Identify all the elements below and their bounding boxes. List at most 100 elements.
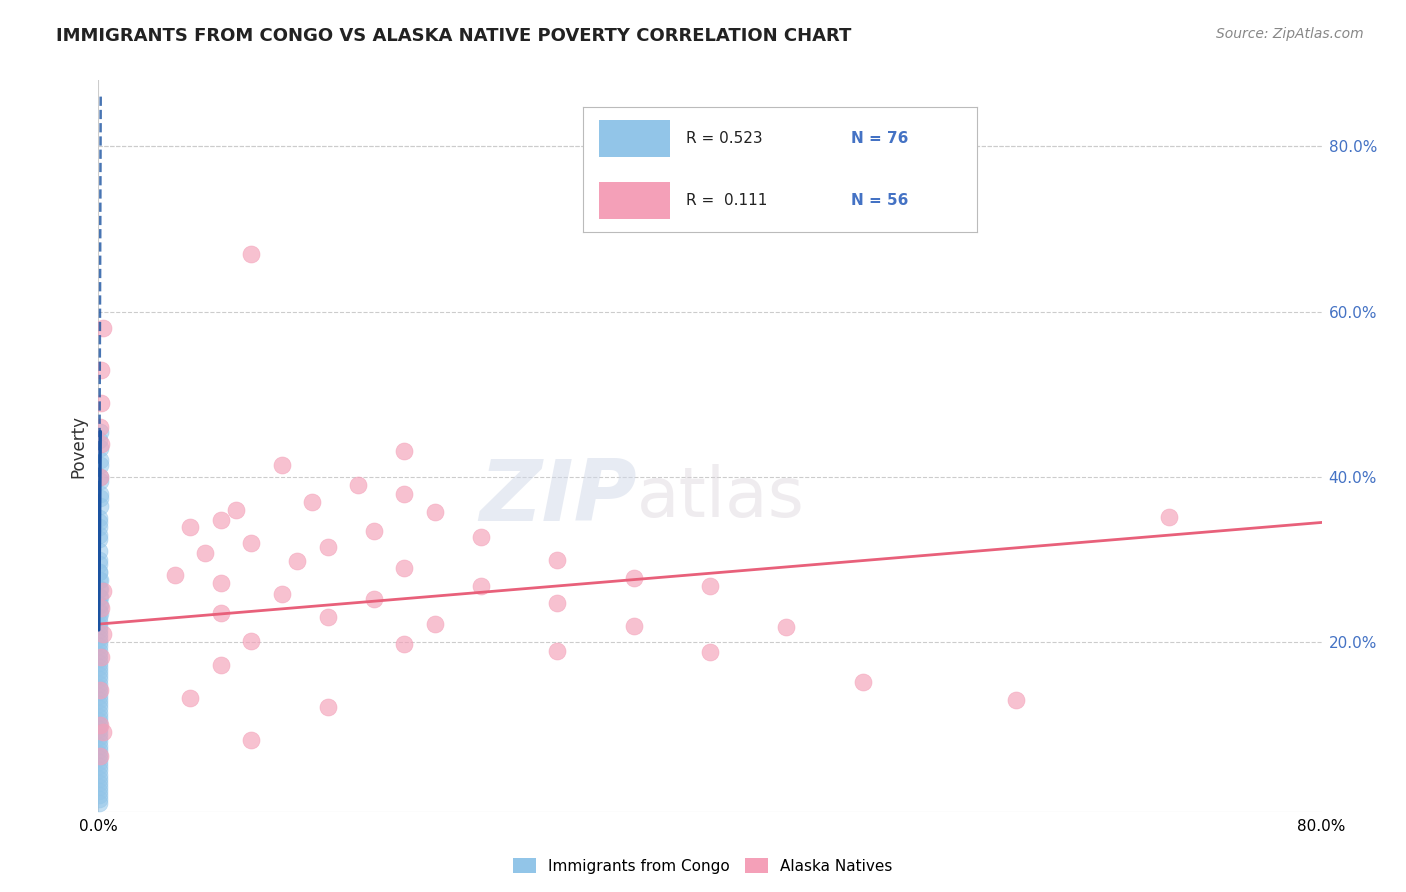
Point (423, 617, 446, 632)
Point (89, 739, 111, 753)
Point (89, 470, 111, 484)
Point (179, 519, 201, 533)
Point (89, 788, 111, 802)
Point (89, 557, 111, 571)
Point (87, 685, 110, 699)
Point (87, 565, 110, 579)
Point (87, 610, 110, 624)
Point (87, 718, 110, 732)
Text: ZIP: ZIP (479, 456, 637, 539)
Point (316, 699, 339, 714)
Point (392, 486, 416, 500)
Point (87, 709, 110, 723)
Point (89, 590, 111, 604)
Point (87, 648, 110, 662)
Point (89, 528, 111, 542)
Point (285, 554, 308, 568)
Point (89, 656, 111, 670)
Point (89, 623, 111, 637)
Point (89, 718, 111, 732)
Point (89, 706, 111, 720)
Point (87, 743, 110, 757)
Point (89, 486, 111, 500)
Point (87, 676, 110, 690)
Point (89, 441, 111, 455)
Point (240, 247, 263, 261)
Point (91, 584, 114, 599)
Point (89, 574, 111, 588)
Point (546, 596, 568, 610)
Point (89, 772, 111, 786)
Point (546, 643, 568, 657)
Bar (599, 182, 671, 219)
Point (87, 631, 110, 645)
Point (89, 574, 111, 588)
Point (194, 546, 217, 560)
Point (1157, 509, 1180, 524)
Point (87, 751, 110, 765)
Point (163, 567, 186, 582)
Point (87, 664, 110, 678)
Point (89, 582, 111, 596)
Point (87, 619, 110, 633)
Point (87, 511, 110, 525)
Point (89, 604, 111, 618)
Point (699, 645, 721, 659)
Point (89, 491, 111, 505)
Point (546, 552, 568, 566)
Point (89, 453, 111, 467)
Point (87, 590, 110, 604)
Point (89, 673, 111, 687)
Text: N = 56: N = 56 (851, 194, 908, 208)
Point (87, 635, 110, 649)
Point (470, 529, 492, 543)
Point (775, 620, 797, 634)
Point (89, 420, 111, 434)
Point (87, 660, 110, 674)
Point (87, 701, 110, 715)
Point (87, 693, 110, 707)
Point (209, 575, 232, 590)
Point (87, 681, 110, 695)
Point (87, 627, 110, 641)
Point (87, 598, 110, 612)
Point (392, 637, 416, 651)
Point (89, 598, 111, 612)
Point (87, 726, 110, 740)
Text: N = 76: N = 76 (851, 131, 908, 145)
Point (89, 519, 111, 533)
Point (89, 474, 111, 488)
Point (270, 587, 292, 601)
Point (87, 734, 110, 748)
Point (89, 565, 111, 579)
Point (301, 495, 323, 509)
Point (90, 362, 112, 376)
Point (90, 395, 112, 409)
Point (89, 755, 111, 769)
Point (87, 714, 110, 728)
Point (392, 561, 416, 575)
Point (87, 792, 110, 806)
Point (87, 615, 110, 629)
Point (89, 433, 111, 447)
Text: R =  0.111: R = 0.111 (686, 194, 768, 208)
Point (87, 643, 110, 657)
Point (87, 784, 110, 798)
Text: Source: ZipAtlas.com: Source: ZipAtlas.com (1216, 27, 1364, 41)
Bar (599, 120, 671, 157)
Point (89, 458, 111, 472)
Point (89, 516, 111, 530)
Y-axis label: Poverty: Poverty (69, 415, 87, 477)
Point (90, 650, 112, 665)
Point (363, 524, 385, 538)
Point (347, 478, 370, 492)
Point (270, 458, 292, 472)
Legend: Immigrants from Congo, Alaska Natives: Immigrants from Congo, Alaska Natives (508, 852, 898, 880)
Point (87, 652, 110, 666)
Point (316, 541, 339, 555)
Point (87, 731, 110, 745)
Point (240, 732, 263, 747)
Point (699, 579, 721, 593)
Point (209, 607, 232, 621)
Point (89, 607, 111, 621)
